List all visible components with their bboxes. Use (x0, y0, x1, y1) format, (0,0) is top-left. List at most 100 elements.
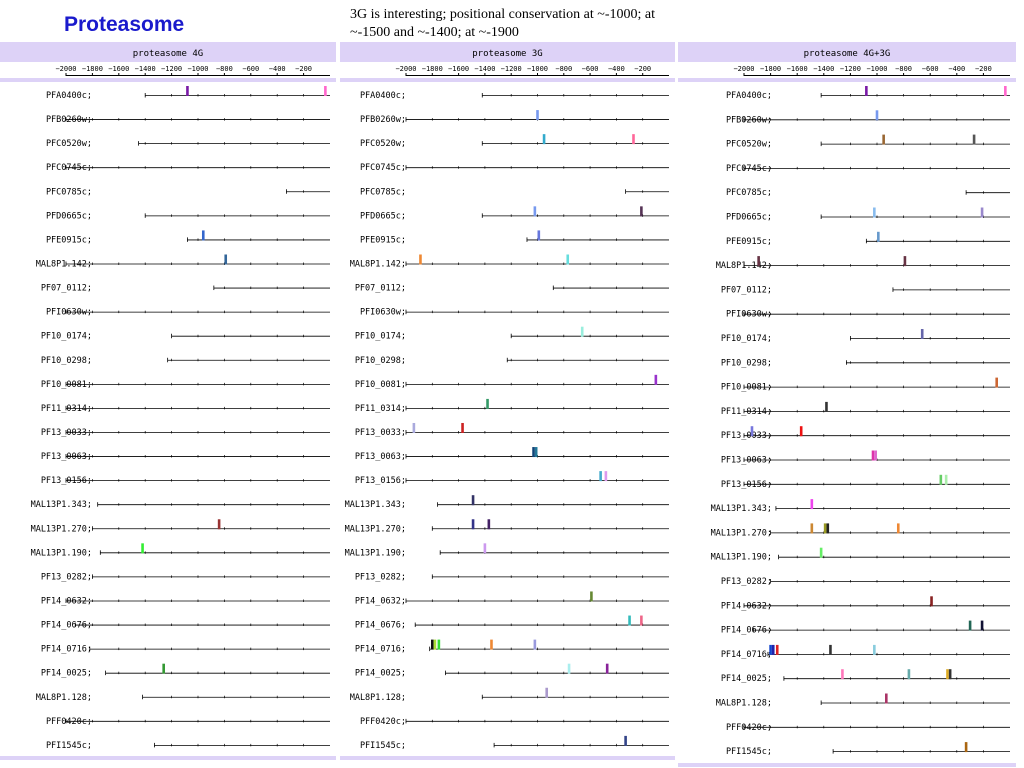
axis-tick-label: −1200 (501, 65, 522, 73)
gene-label: PFD0665c; (726, 213, 772, 223)
gene-row: MAL8P1.142; (36, 254, 330, 269)
axis-tick-label: −2000 (395, 65, 416, 73)
motif-mark (412, 422, 416, 433)
motif-mark (903, 256, 907, 267)
motif-mark (972, 134, 976, 145)
panel-bottom-band (0, 756, 336, 760)
motif-mark (865, 86, 868, 96)
gene-row: PF13_0033; (721, 426, 1010, 441)
gene-row: MAL13P1.270; (345, 519, 669, 534)
motif-mark (599, 471, 602, 482)
motif-mark (750, 426, 754, 437)
gene-label: PFF0420c; (726, 723, 772, 733)
motif-mark (471, 519, 475, 530)
motif-mark (980, 620, 984, 631)
gene-row: PF14_0676; (721, 620, 1010, 636)
axis-tick-label: −1000 (866, 65, 887, 73)
gene-label: MAL13P1.343; (31, 500, 92, 510)
motif-mark (968, 620, 972, 631)
gene-label: PFE0915c; (360, 235, 406, 245)
annotation-note: 3G is interesting; positional conservati… (350, 7, 656, 40)
motif-mark (810, 523, 814, 534)
motif-mark (141, 543, 144, 554)
gene-row: PF13_0063; (41, 452, 330, 462)
axis-tick-label: −200 (975, 65, 992, 73)
gene-label: PFE0915c; (46, 235, 92, 245)
axis-tick-label: −1400 (474, 65, 495, 73)
motif-mark (201, 230, 205, 241)
axis-tick-label: −800 (555, 65, 572, 73)
gene-label: PFA0400c; (360, 91, 406, 101)
motif-mark (537, 230, 541, 241)
gene-row: PFC0785c; (46, 187, 330, 197)
gene-label: PFI1545c; (726, 747, 772, 757)
gene-row: PF14_0632; (355, 591, 669, 606)
motif-mark (433, 639, 437, 650)
gene-label: PFD0665c; (360, 211, 406, 221)
motif-mark (640, 206, 643, 217)
motif-mark (419, 254, 422, 265)
gene-label: MAL13P1.270; (345, 524, 406, 534)
axis-tick-label: −1200 (840, 65, 861, 73)
gene-label: PF13_0063; (355, 452, 406, 462)
gene-row: PFE0915c; (726, 231, 1010, 247)
gene-label: MAL8P1.142; (350, 259, 406, 269)
axis-tick-label: −1600 (108, 65, 129, 73)
gene-label: MAL13P1.190; (31, 548, 92, 558)
motif-mark (771, 644, 775, 655)
gene-label: PF10_0174; (721, 334, 772, 344)
gene-row: MAL8P1.128; (716, 693, 1010, 709)
gene-row: PFB0260w; (360, 110, 669, 125)
motif-mark (819, 547, 823, 558)
gene-row: PF13_0156; (721, 474, 1010, 490)
gene-label: PFI1545c; (46, 741, 92, 751)
motif-mark (461, 422, 464, 433)
gene-row: PF13_0156; (355, 471, 669, 486)
gene-label: PF14_0632; (355, 596, 406, 606)
gene-label: PF13_0033; (721, 431, 772, 441)
motif-mark (885, 693, 888, 704)
gene-label: PF07_0112; (41, 284, 92, 294)
axis-tick-label: −2000 (55, 65, 76, 73)
motif-mark (920, 329, 924, 339)
gene-label: PFC0785c; (360, 187, 406, 197)
motif-mark (939, 474, 943, 485)
panel-title-band (340, 42, 675, 62)
gene-label: PFA0400c; (46, 91, 92, 101)
panel-top-band (340, 78, 675, 82)
gene-row: PFC0745c; (360, 163, 669, 173)
gene-label: MAL13P1.190; (345, 548, 406, 558)
gene-label: PFD0665c; (46, 211, 92, 221)
gene-row: PF07_0112; (721, 285, 1010, 295)
gene-row: PF14_0716; (41, 645, 330, 655)
gene-label: PF10_0298; (355, 356, 406, 366)
gene-label: MAL8P1.128; (716, 699, 772, 709)
gene-label: PF13_0282; (41, 572, 92, 582)
axis-tick-label: −1800 (82, 65, 103, 73)
gene-row: PFB0260w; (726, 110, 1010, 125)
gene-row: PFE0915c; (360, 230, 669, 245)
gene-row: PFE0915c; (46, 230, 330, 245)
gene-row: PF11_0314; (355, 398, 669, 414)
motif-mark (536, 110, 539, 121)
gene-row: PFC0520w; (360, 134, 669, 149)
motif-mark (542, 134, 546, 145)
gene-row: PF11_0314; (721, 401, 1010, 417)
panel-title-band (678, 42, 1016, 62)
axis-tick-label: −200 (634, 65, 651, 73)
gene-row: PF10_0081; (721, 377, 1010, 393)
panel-title: proteasome 4G+3G (804, 49, 891, 59)
gene-label: PFB0260w; (726, 115, 772, 125)
motif-mark (534, 447, 538, 458)
motif-mark (324, 86, 327, 96)
gene-label: MAL13P1.190; (711, 553, 772, 563)
motif-mark (624, 735, 627, 746)
gene-row: PFF0420c; (46, 717, 330, 727)
gene-row: MAL13P1.190; (711, 547, 1010, 563)
page-title: Proteasome (64, 13, 185, 36)
gene-label: PFC0520w; (726, 140, 772, 150)
gene-label: MAL8P1.142; (36, 259, 92, 269)
motif-mark (873, 644, 876, 655)
gene-label: PF13_0033; (41, 428, 92, 438)
motif-mark (841, 669, 844, 680)
